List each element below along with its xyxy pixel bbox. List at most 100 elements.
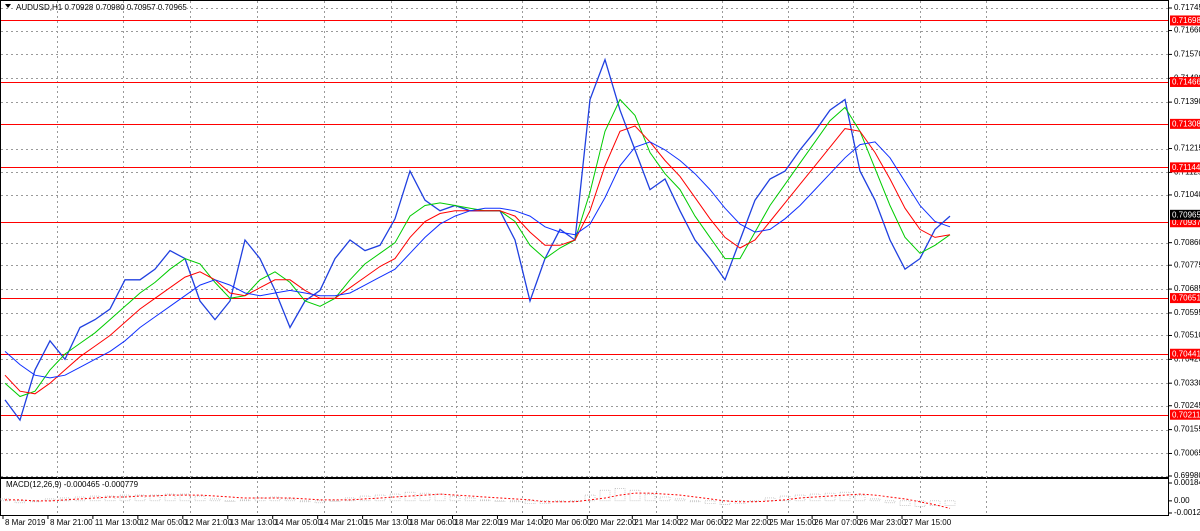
- x-tick-label: 14 Mar 05:00: [275, 518, 323, 527]
- macd-bar: [134, 494, 146, 502]
- signal-line: [5, 492, 951, 509]
- x-tick-label: 27 Mar 15:00: [904, 518, 952, 527]
- macd-bar: [779, 495, 791, 502]
- macd-bar: [599, 489, 611, 502]
- macd-bar: [884, 500, 896, 504]
- macd-bar: [299, 500, 311, 503]
- x-tick-label: 19 Mar 14:00: [499, 518, 547, 527]
- x-tick-label: 12 Mar 05:00: [140, 518, 188, 527]
- macd-bar: [149, 494, 161, 502]
- macd-bar: [59, 497, 71, 502]
- x-tick-label: 13 Mar 13:00: [230, 518, 278, 527]
- level-label: 0.71308: [1172, 119, 1200, 128]
- macd-bar: [914, 500, 926, 507]
- macd-bar: [14, 500, 26, 504]
- macd-bar: [479, 499, 491, 502]
- y-tick-label: 0.71745: [1174, 3, 1200, 12]
- macd-bar: [584, 494, 596, 502]
- x-tick-label: 26 Mar 07:00: [814, 518, 862, 527]
- x-tick-label: 18 Mar 22:00: [455, 518, 503, 527]
- title-arrow: [5, 4, 11, 8]
- macd-bar: [734, 500, 746, 505]
- x-tick-label: 20 Mar 06:00: [544, 518, 592, 527]
- macd-bar: [689, 500, 701, 503]
- macd-bar: [644, 493, 656, 502]
- level-label: 0.70441: [1172, 349, 1200, 358]
- macd-bar: [104, 495, 116, 502]
- macd-bar: [809, 493, 821, 502]
- y-tick-label: 0.70245: [1174, 401, 1200, 410]
- macd-bar: [239, 499, 251, 502]
- macd-bar: [314, 500, 326, 504]
- y-tick-label: 0.00: [1174, 496, 1190, 505]
- level-label: 0.70937: [1172, 218, 1200, 227]
- chart-title: AUDUSD,H1 0.70928 0.70980 0.70957 0.7096…: [16, 3, 187, 12]
- x-tick-label: 8 Mar 2019: [5, 518, 46, 527]
- macd-bar: [944, 500, 956, 506]
- macd-bar: [824, 492, 836, 502]
- x-tick-label: 14 Mar 21:00: [320, 518, 368, 527]
- x-tick-label: 18 Mar 06:00: [410, 518, 458, 527]
- macd-bar: [119, 494, 131, 502]
- macd-bar: [74, 496, 86, 502]
- macd-bar: [524, 500, 536, 505]
- day-separators: [57, 1, 987, 515]
- y-tick-label: -0.001256: [1174, 508, 1200, 517]
- y-tick-label: 0.70685: [1174, 284, 1200, 293]
- level-label-box: [1170, 162, 1200, 173]
- level-label-box: [1170, 293, 1200, 304]
- level-label-box: [1170, 118, 1200, 129]
- current-price-label: 0.70965: [1172, 210, 1200, 219]
- macd-bar: [209, 498, 221, 502]
- macd-bar: [704, 500, 716, 505]
- x-tick-label: 25 Mar 15:00: [769, 518, 817, 527]
- macd-bar: [179, 493, 191, 502]
- level-label-box: [1170, 217, 1200, 228]
- macd-bar: [329, 500, 341, 502]
- macd-panel: [0, 478, 1169, 516]
- y-tick-label: 0.70155: [1174, 425, 1200, 434]
- price-panel: [0, 0, 1169, 478]
- macd-bar: [869, 498, 881, 502]
- macd-bar: [464, 497, 476, 502]
- level-label-box: [1170, 409, 1200, 420]
- y-tick-label: 0.70775: [1174, 260, 1200, 269]
- level-label: 0.70651: [1172, 294, 1200, 303]
- macd-bar: [674, 498, 686, 502]
- macd-bar: [284, 498, 296, 502]
- x-tick-label: 12 Mar 21:00: [185, 518, 233, 527]
- macd-bar: [434, 493, 446, 502]
- level-label: 0.71144: [1172, 163, 1200, 172]
- level-label: 0.71698: [1172, 16, 1200, 25]
- macd-bar: [539, 500, 551, 505]
- x-tick-label: 21 Mar 14:00: [634, 518, 682, 527]
- macd-bar: [659, 496, 671, 502]
- macd-bar: [404, 491, 416, 502]
- macd-bar: [764, 497, 776, 502]
- price-line: [4, 141, 951, 379]
- macd-bar: [494, 500, 506, 502]
- x-tick-label: 20 Mar 22:00: [589, 518, 637, 527]
- macd-bar: [164, 493, 176, 502]
- macd-bar: [269, 496, 281, 502]
- y-tick-label: 0.001848: [1174, 478, 1200, 487]
- macd-bar: [29, 500, 41, 503]
- macd-bar: [224, 500, 236, 502]
- macd-bar: [449, 495, 461, 502]
- x-tick-label: 22 Mar 22:00: [724, 518, 772, 527]
- macd-bar: [929, 500, 941, 506]
- x-tick-label: 15 Mar 13:00: [365, 518, 413, 527]
- y-tick-label: 0.70595: [1174, 308, 1200, 317]
- price-line: [4, 125, 951, 395]
- level-label-box: [1170, 15, 1200, 26]
- level-label-box: [1170, 348, 1200, 359]
- macd-bar: [254, 497, 266, 502]
